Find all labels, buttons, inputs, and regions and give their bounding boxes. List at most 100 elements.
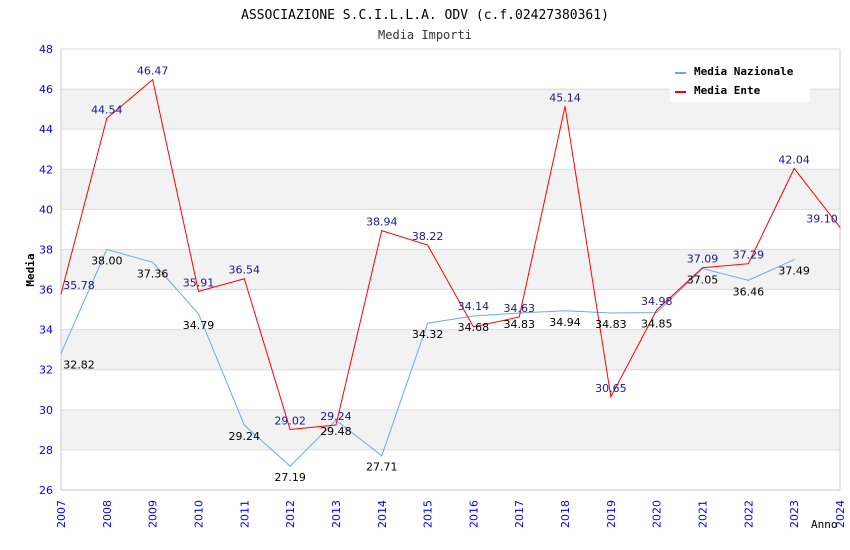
x-tick-label: 2021 [697, 500, 710, 528]
data-label: 34.32 [412, 328, 444, 341]
data-point [243, 278, 245, 280]
chart-subtitle: Media Importi [378, 28, 472, 42]
data-point [106, 248, 108, 250]
data-point [106, 117, 108, 119]
legend-label-ente: Media Ente [694, 84, 761, 97]
y-tick-label: 44 [39, 123, 53, 136]
data-point [152, 79, 154, 81]
x-tick-label: 2023 [788, 500, 801, 528]
x-tick-label: 2014 [376, 500, 389, 528]
data-point [610, 312, 612, 314]
y-tick-label: 38 [39, 243, 53, 256]
x-tick-label: 2007 [55, 500, 68, 528]
data-point [839, 226, 841, 228]
data-label: 34.83 [503, 318, 535, 331]
grid-band [61, 169, 840, 210]
data-label: 29.24 [229, 430, 261, 443]
data-label: 38.94 [366, 216, 398, 229]
data-point [472, 315, 474, 317]
data-label: 37.29 [733, 249, 765, 262]
y-tick-label: 28 [39, 444, 53, 457]
x-tick-label: 2008 [101, 500, 114, 528]
x-tick-label: 2016 [467, 500, 480, 528]
x-tick-label: 2012 [284, 500, 297, 528]
data-label: 29.48 [320, 425, 352, 438]
data-label: 36.46 [733, 285, 765, 298]
data-point [472, 326, 474, 328]
data-label: 36.54 [229, 264, 261, 277]
y-tick-label: 36 [39, 284, 53, 297]
data-point [60, 293, 62, 295]
data-point [427, 322, 429, 324]
data-label: 29.24 [320, 410, 352, 423]
y-tick-label: 42 [39, 163, 53, 176]
data-label: 34.14 [458, 300, 490, 313]
data-label: 37.09 [687, 253, 719, 266]
data-point [381, 230, 383, 232]
legend-label-nazionale: Media Nazionale [694, 65, 794, 78]
data-point [152, 261, 154, 263]
data-point [289, 465, 291, 467]
x-tick-label: 2018 [559, 500, 572, 528]
data-label: 32.82 [63, 358, 95, 371]
data-point [656, 309, 658, 311]
x-tick-label: 2019 [605, 500, 618, 528]
y-axis-label: Media [24, 253, 37, 286]
data-point [60, 352, 62, 354]
data-label: 34.83 [595, 318, 627, 331]
x-tick-label: 2024 [834, 500, 847, 528]
grid-band [61, 329, 840, 370]
data-point [427, 244, 429, 246]
grid-band [61, 409, 840, 450]
grid-band [61, 249, 840, 290]
data-label: 34.68 [458, 321, 490, 334]
data-label: 37.36 [137, 267, 169, 280]
data-label: 34.63 [503, 302, 535, 315]
data-point [793, 167, 795, 169]
chart-title: ASSOCIAZIONE S.C.I.L.L.A. ODV (c.f.02427… [241, 8, 609, 23]
data-label: 44.54 [91, 103, 123, 116]
data-label: 29.02 [274, 414, 306, 427]
data-point [747, 279, 749, 281]
x-tick-label: 2022 [742, 500, 755, 528]
data-point [656, 312, 658, 314]
data-point [518, 316, 520, 318]
data-label: 34.98 [641, 295, 673, 308]
data-point [197, 290, 199, 292]
data-label: 38.22 [412, 230, 444, 243]
y-tick-label: 30 [39, 404, 53, 417]
data-label: 37.05 [687, 273, 719, 286]
data-label: 34.94 [549, 316, 581, 329]
x-tick-label: 2015 [422, 500, 435, 528]
x-tick-label: 2020 [651, 500, 664, 528]
data-label: 34.85 [641, 318, 673, 331]
data-point [564, 310, 566, 312]
data-point [335, 419, 337, 421]
x-tick-label: 2010 [192, 500, 205, 528]
data-point [793, 259, 795, 261]
data-label: 35.78 [63, 279, 95, 292]
data-label: 34.79 [183, 319, 215, 332]
data-label: 37.49 [778, 265, 810, 278]
y-tick-label: 34 [39, 324, 53, 337]
data-label: 27.71 [366, 461, 398, 474]
x-tick-label: 2009 [147, 500, 160, 528]
data-point [747, 263, 749, 265]
data-point [702, 267, 704, 269]
y-tick-label: 32 [39, 364, 53, 377]
data-point [518, 312, 520, 314]
data-label: 35.91 [183, 276, 215, 289]
y-tick-label: 26 [39, 484, 53, 497]
y-tick-label: 40 [39, 203, 53, 216]
x-tick-label: 2017 [513, 500, 526, 528]
x-axis-label: Anno [811, 518, 838, 531]
x-tick-label: 2013 [330, 500, 343, 528]
data-label: 38.00 [91, 254, 123, 267]
x-tick-label: 2011 [238, 500, 251, 528]
data-label: 46.47 [137, 65, 169, 78]
data-label: 39.10 [806, 212, 838, 225]
y-tick-label: 46 [39, 83, 53, 96]
data-label: 42.04 [778, 153, 810, 166]
y-tick-label: 48 [39, 43, 53, 56]
